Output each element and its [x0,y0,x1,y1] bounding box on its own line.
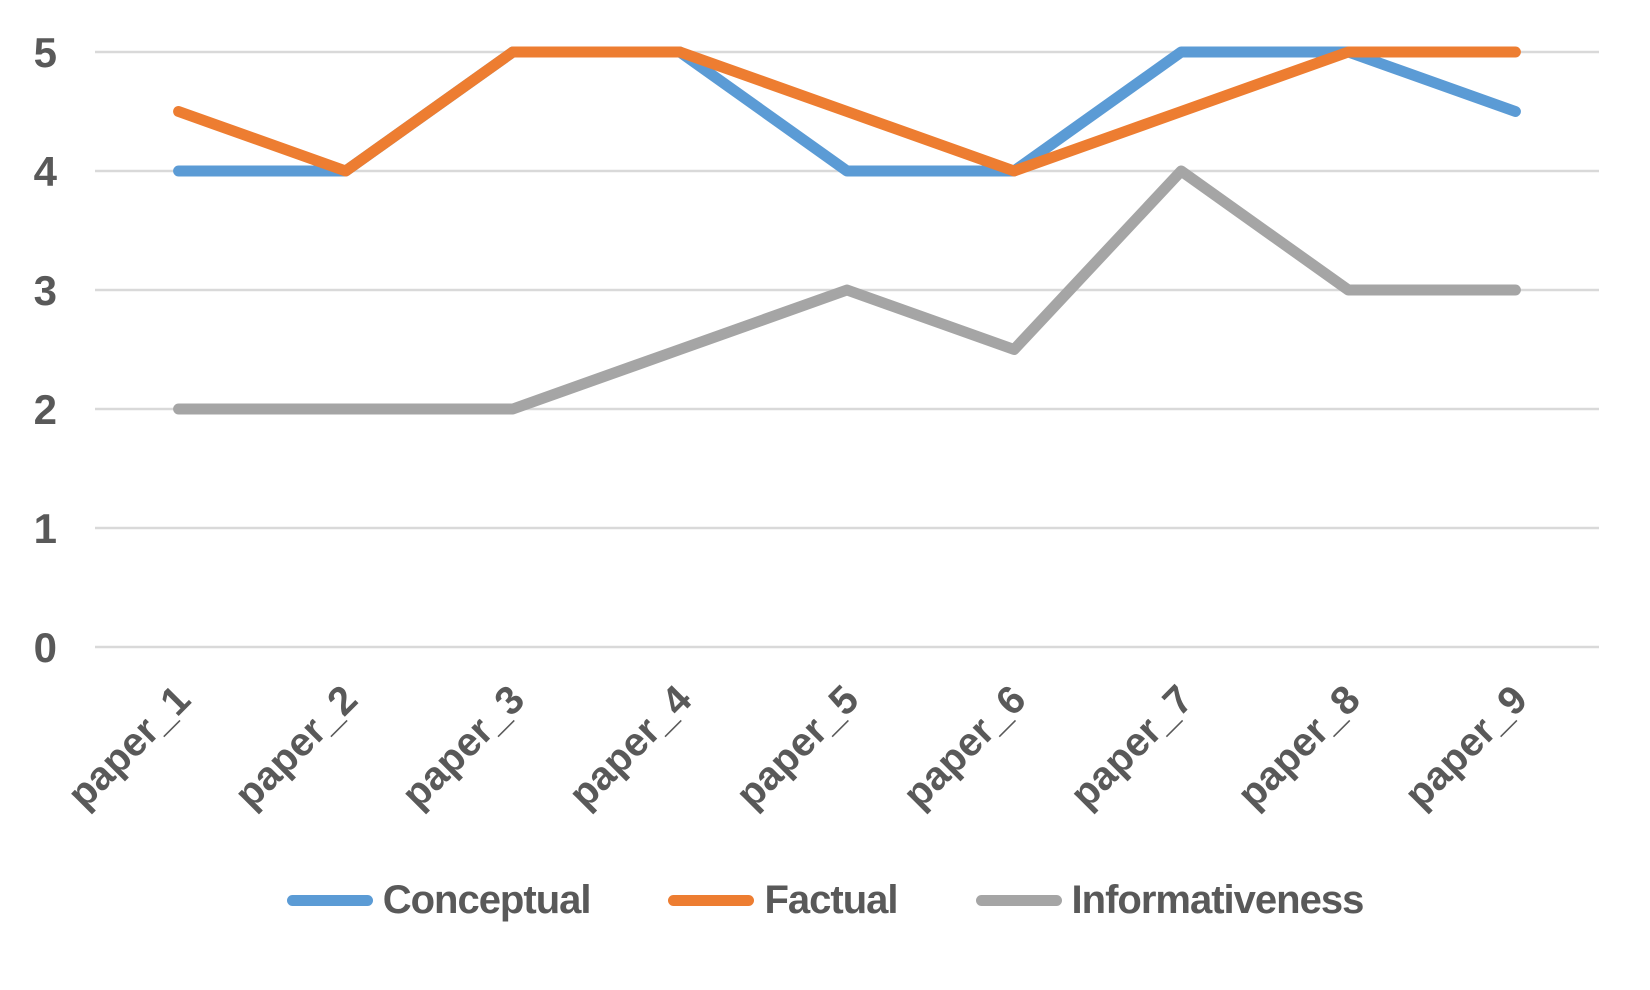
legend-label-conceptual: Conceptual [382,878,592,922]
y-axis-tick-label: 4 [34,148,58,195]
legend-swatch-conceptual [286,895,373,906]
series-lines [173,46,1521,415]
x-axis-category-label: paper_5 [728,677,868,817]
legend-swatch-factual [668,895,755,906]
x-axis-category-label: paper_8 [1229,677,1369,817]
y-axis-tick-label: 5 [34,29,57,76]
y-axis-tick-labels: 0 1 2 3 4 5 [34,29,58,671]
y-axis-tick-label: 0 [34,624,57,671]
series-line-factual [173,46,1521,177]
gridlines [95,50,1599,649]
legend-label-factual: Factual [764,878,898,922]
legend-swatch-informativeness [975,895,1062,906]
x-axis-category-label: paper_6 [895,677,1035,817]
x-axis-category-label: paper_3 [394,677,534,817]
x-axis-category-labels: paper_1 paper_2 paper_3 paper_4 paper_5 paper… [59,677,1535,817]
x-axis-category-label: paper_9 [1396,677,1536,817]
y-axis-tick-label: 2 [34,386,57,433]
x-axis-category-label: paper_7 [1062,677,1202,817]
legend-item-conceptual: Conceptual [286,878,592,923]
x-axis-category-label: paper_2 [226,677,366,817]
y-axis-tick-label: 1 [34,505,57,552]
x-axis-category-label: paper_4 [561,677,701,817]
x-axis-category-label: paper_1 [59,677,199,817]
series-line-informativeness [173,165,1521,415]
legend-label-informativeness: Informativeness [1071,878,1365,922]
y-axis-tick-label: 3 [34,267,57,314]
legend-item-informativeness: Informativeness [975,878,1365,923]
chart-legend: Conceptual Factual Informativeness [0,878,1650,923]
legend-item-factual: Factual [668,878,899,923]
